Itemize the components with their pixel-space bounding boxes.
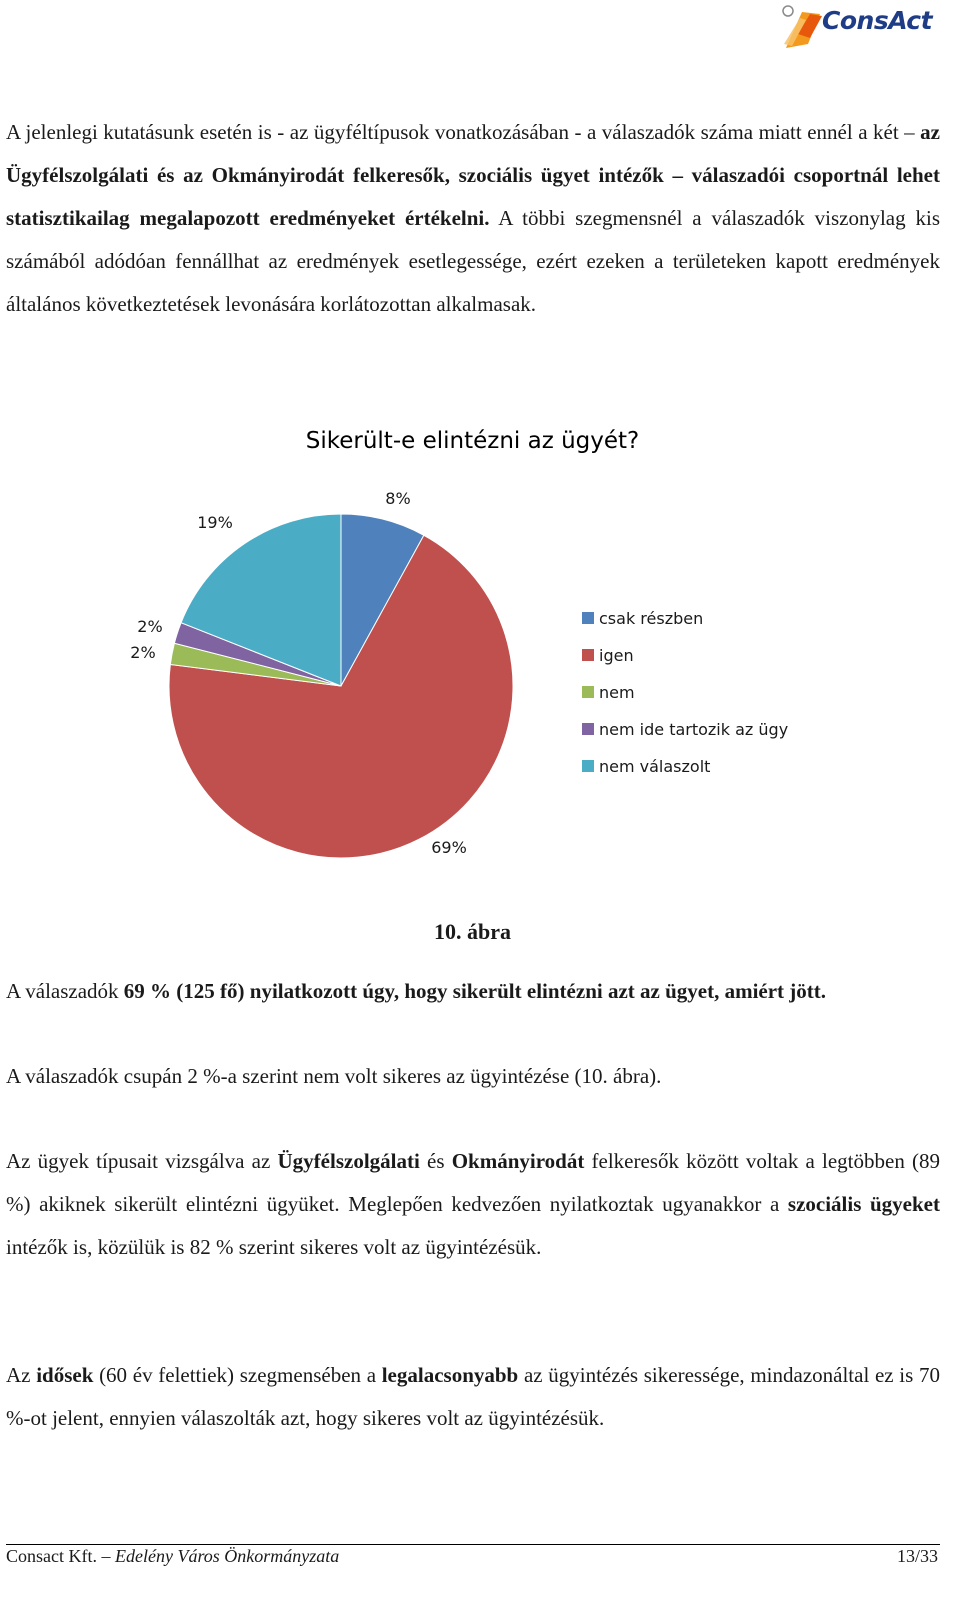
pie-data-label-1: 69% [431,838,467,857]
legend-swatch-3 [582,723,594,735]
legend-label-2: nem [599,683,635,702]
types-bold-2: Okmányirodát [451,1149,585,1173]
figure-caption: 10. ábra [434,919,511,944]
intro-text-1: A jelenlegi kutatásunk esetén is - az üg… [6,120,921,144]
chart-title: Sikerült-e elintézni az ügyét? [305,428,640,454]
legend-swatch-4 [582,760,594,772]
result-bold-1: 69 % (125 fő) nyilatkozott úgy, hogy sik… [123,979,827,1003]
result-paragraph: A válaszadók 69 % (125 fő) nyilatkozott … [6,970,940,1013]
footer-client: Edelény Város Önkormányzata [114,1546,340,1566]
intro-text-2: A többi szegmensnél a válaszadók viszony… [6,206,941,316]
types-bold-3: szociális ügyeket [787,1192,940,1216]
elderly-bold-1: idősek [36,1363,94,1387]
legend-label-4: nem válaszolt [599,757,710,776]
intro-bold-1: az Ügyfélszolgálati és az Okmányirodát f… [6,120,940,230]
footer-divider [6,1544,940,1545]
elderly-paragraph: Az idősek (60 év felettiek) szegmensében… [6,1354,940,1440]
types-paragraph: Az ügyek típusait vizsgálva az Ügyfélszo… [6,1140,940,1269]
elderly-text-3: az ügyintézés sikeressége, mindazonáltal… [6,1363,940,1430]
footer-page-number: 13/33 [896,1546,938,1566]
footer-company: Consact Kft. [6,1546,97,1566]
pie-slice-1 [168,534,514,859]
logo-text: ConsAct [822,6,933,35]
footer-left: Consact Kft. – Edelény Város Önkormányza… [6,1546,339,1567]
elderly-text-2: (60 év felettiek) szegmensében a [93,1363,382,1387]
elderly-bold-2: legalacsonyabb [381,1363,519,1387]
legend-label-0: csak részben [599,609,703,628]
intro-paragraph: A jelenlegi kutatásunk esetén is - az üg… [6,111,940,326]
result-text-1: A válaszadók [6,979,124,1003]
footer-separator: – [96,1546,115,1566]
pie-chart: 8% csak részben 69% igen 2% nem 2% nem ide tart… [130,489,788,859]
pie-data-label-0: 8% [385,489,410,508]
types-bold-1: Ügyfélszolgálati [277,1149,420,1173]
legend-swatch-1 [582,649,594,661]
types-text-2: és [419,1149,452,1173]
consact-logo [780,4,950,50]
types-text-4: intézők is, közülük is 82 % szerint sike… [6,1235,542,1259]
legend-label-1: igen [599,646,634,665]
pie-data-label-2: 2% [130,643,155,662]
pie-slice-4 [180,513,342,687]
elderly-text-1: Az [6,1363,37,1387]
legend-swatch-2 [582,686,594,698]
logo-mark-icon [782,5,822,48]
types-text-1: Az ügyek típusait vizsgálva az [6,1149,278,1173]
pie-data-label-3: 2% [137,617,162,636]
legend-label-3: nem ide tartozik az ügy [599,720,788,739]
legend-swatch-0 [582,612,594,624]
result-line-2: A válaszadók csupán 2 %-a szerint nem vo… [6,1064,662,1088]
pie-data-label-4: 19% [197,513,233,532]
types-text-3: felkeresők között voltak a legtöbben (89… [6,1149,941,1216]
